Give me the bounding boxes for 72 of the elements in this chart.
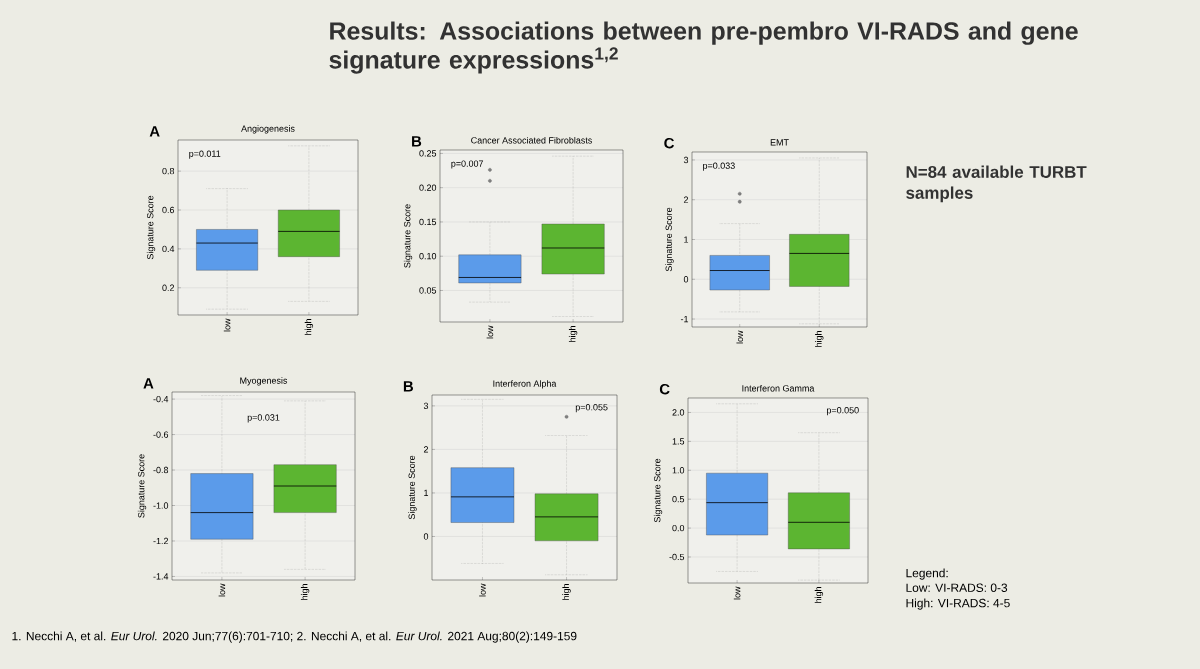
text: B [412,136,422,147]
chart-title: Myogenesis [240,377,288,386]
y-tick-label: 2.0 [672,409,685,416]
text: A [143,378,154,389]
y-tick-label: 0.2 [162,284,175,291]
y-tick-label: -1.0 [153,502,169,509]
y-tick-label: 0 [423,533,429,540]
annotation: p=0.055 [575,404,608,413]
x-tick-label: low [733,586,741,600]
y-tick-label: 1.5 [672,438,685,445]
y-tick-label: 2 [423,446,429,453]
y-tick-label: 3 [423,402,429,410]
x-tick-label: high [300,584,310,600]
y-tick-label: 0.0 [672,524,685,532]
annotation: p=0.011 [189,150,221,159]
annotation: p=0.007 [451,160,484,169]
y-tick-label: 2 [683,196,689,203]
text: C [659,383,670,395]
y-tick-label: 0.10 [419,253,437,260]
y-tick-label: -1.4 [153,573,169,580]
y-tick-label: -0.8 [153,466,169,474]
y-tick-label: 0 [683,276,689,283]
x-tick-label: low [479,583,486,597]
x-tick-label: high [304,319,314,335]
y-tick-label: -0.4 [153,395,169,403]
y-tick-label: -0.5 [669,553,685,561]
x-tick-label: low [486,325,494,339]
annotation: p=0.033 [703,162,735,171]
y-axis-title: Signature Score [137,454,147,518]
chart-title: Interferon Alpha [493,380,557,389]
annotation: p=0.050 [827,407,859,416]
x-tick-label: high [815,331,824,347]
x-tick-label: high [562,584,571,600]
text: C [664,137,675,149]
chart-title: Cancer Associated Fibroblasts [471,136,592,144]
y-tick-label: 3 [683,156,689,164]
text: Results: Associations between pre-pembro VI-RADS and gene signature expressions$^{1,2}$ [329,21,1078,74]
y-axis-title: Signature Score [665,207,674,272]
text: High: VI-RADS: 4-5 [906,598,1010,610]
y-tick-label: 0.4 [162,245,175,253]
chart-title: EMT [770,139,789,146]
y-axis-title: Signature Score [403,204,413,268]
y-axis-title: Signature Score [146,195,156,260]
y-tick-label: 0.5 [672,495,685,503]
y-axis-title: Signature Score [653,458,663,523]
text: Legend: [906,568,948,580]
chart-title: Angiogenesis [241,125,295,134]
y-tick-label: 0.05 [419,287,437,294]
x-tick-label: low [736,330,744,344]
x-tick-label: high [568,326,578,342]
y-tick-label: -1 [680,315,689,323]
y-tick-label: 0.6 [162,206,175,214]
annotation: p=0.031 [247,414,280,423]
y-tick-label: 0.15 [419,218,437,226]
x-tick-label: high [814,587,824,603]
x-tick-label: low [223,318,231,332]
y-tick-label: 1.0 [672,467,685,474]
y-tick-label: 0.20 [419,184,437,191]
y-tick-label: -0.6 [153,431,169,438]
text: B [403,381,413,392]
text: Low: VI-RADS: 0-3 [906,583,1008,592]
y-tick-label: 0.8 [162,167,175,175]
y-tick-label: -1.2 [153,537,169,545]
y-axis-title: Signature Score [408,455,417,520]
chart-title: Interferon Gamma [742,384,815,392]
y-tick-label: 1 [684,236,689,243]
text: N=84 available TURBT samples [906,165,1087,203]
y-tick-label: 0.25 [419,150,437,157]
text: A [149,126,160,137]
text: 1. Necchi A, et al. Eur Urol. 2020 Jun;77(6):701-710; 2. Necchi A, et al. Eur Urol. 2021 Aug;80(2):149-159 [12,631,577,643]
x-tick-label: low [218,583,226,597]
y-tick-label: 1 [424,489,429,497]
